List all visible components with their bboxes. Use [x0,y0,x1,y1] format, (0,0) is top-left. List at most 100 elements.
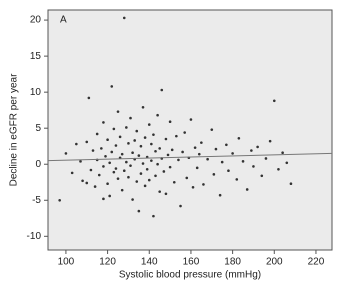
point [147,123,151,126]
point [70,171,74,175]
x-tick-label: 100 [58,257,75,268]
point [102,165,105,168]
point [85,181,89,185]
point [104,155,107,158]
point [285,161,289,165]
point [129,164,132,167]
point [152,214,155,218]
point [181,150,184,154]
point [79,160,82,163]
y-tick-label: 20 [30,15,42,26]
point [156,162,159,166]
point [135,129,139,133]
point [145,167,149,171]
point [81,179,84,183]
point [110,150,114,154]
point [152,133,155,136]
point [108,161,111,165]
x-tick-label: 200 [266,257,283,268]
point [147,178,151,182]
point [212,173,216,176]
point [172,180,176,184]
point [154,174,157,178]
x-tick-label: 160 [183,257,200,268]
panel-label: A [60,15,67,26]
point [116,177,120,180]
point [87,96,91,100]
point [129,116,132,120]
point [206,157,209,161]
point [202,183,205,186]
y-tick-label: 10 [30,87,42,98]
point [256,145,259,149]
point [281,151,284,155]
point [112,127,116,131]
point [235,178,239,181]
point [156,113,159,117]
x-tick-label: 180 [224,257,241,268]
point [160,88,164,92]
point [143,184,147,188]
point [102,121,105,124]
point [158,190,161,193]
point [185,176,189,180]
point [231,152,234,155]
x-tick-label: 220 [308,257,325,268]
point [189,118,193,121]
point [166,153,170,157]
point [125,160,128,164]
point [139,144,143,148]
point [133,139,136,142]
point [250,149,253,152]
point [137,209,141,213]
point [200,141,203,144]
y-axis-label: Decline in eGFR per year [9,73,20,186]
point [237,136,241,140]
point [210,128,214,131]
point [125,126,128,129]
point [220,160,224,164]
point [106,138,109,142]
point [122,16,126,20]
point [108,194,111,198]
x-axis-label: Systolic blood pressure (mmHg) [119,270,261,281]
point [179,204,182,208]
y-tick-label: -5 [32,195,41,206]
point [241,160,245,163]
y-tick-label: 5 [35,123,41,134]
point [268,139,272,143]
point [197,152,201,156]
point [170,148,174,152]
point [218,193,222,197]
point [135,180,139,183]
point [191,185,195,189]
fit-line [47,152,333,162]
point [89,168,93,172]
point [114,144,118,147]
point [289,182,293,185]
y-tick-label: -10 [27,231,42,242]
x-tick-label: 140 [141,257,158,268]
point [127,142,130,145]
point [120,152,124,156]
point [139,172,143,175]
point [264,157,268,160]
point [114,167,118,170]
point [143,136,147,139]
point [214,147,218,151]
point [131,198,134,201]
point [260,174,264,178]
point [164,192,168,196]
point [120,188,124,192]
point [116,110,120,113]
point [85,140,89,144]
y-tick-label: 0 [35,159,41,170]
point [141,162,145,165]
point [175,134,178,138]
point [277,167,280,171]
point [150,159,153,162]
point [106,182,109,185]
point [110,85,114,88]
point [64,152,68,155]
